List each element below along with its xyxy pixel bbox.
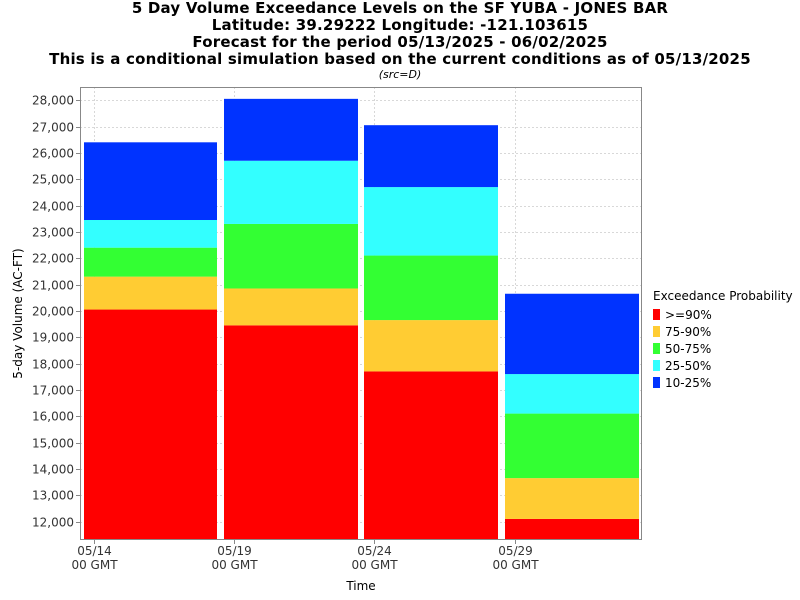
x-tick-date: 05/29	[498, 544, 533, 558]
bar-segments	[84, 98, 639, 540]
y-tick-label: 28,000	[32, 94, 74, 108]
legend-label: 50-75%	[665, 341, 712, 356]
y-tick-label: 18,000	[32, 358, 74, 372]
bar-segment-4-2	[505, 478, 639, 519]
legend-swatch	[653, 377, 660, 388]
bar-segment-1-1	[84, 309, 217, 540]
x-tick-zone: 00 GMT	[211, 558, 258, 572]
legend: Exceedance Probability >=90% 75-90% 50-75%…	[653, 289, 793, 391]
y-tick-label: 21,000	[32, 279, 74, 293]
bar-segment-3-4	[364, 187, 498, 256]
legend-item: 75-90%	[653, 323, 793, 340]
bar-segment-4-3	[505, 413, 639, 479]
legend-items: >=90% 75-90% 50-75% 25-50% 10-25%	[653, 306, 793, 391]
bar-segment-3-2	[364, 320, 498, 372]
y-tick-label: 17,000	[32, 384, 74, 398]
y-tick-label: 16,000	[32, 410, 74, 424]
bar-segment-4-1	[505, 518, 639, 540]
legend-swatch	[653, 309, 660, 320]
legend-swatch	[653, 343, 660, 354]
bar-segment-2-5	[224, 98, 358, 161]
legend-swatch	[653, 326, 660, 337]
bar-segment-3-5	[364, 125, 498, 188]
chart-titles: 5 Day Volume Exceedance Levels on the SF…	[0, 0, 800, 82]
bar-segment-4-4	[505, 374, 639, 414]
plot-frame	[80, 87, 642, 540]
legend-item: 25-50%	[653, 357, 793, 374]
x-tick-zone: 00 GMT	[492, 558, 539, 572]
bar-segment-2-1	[224, 325, 358, 540]
y-tick-label: 13,000	[32, 489, 74, 503]
legend-label: 25-50%	[665, 358, 712, 373]
bar-segment-3-1	[364, 371, 498, 540]
chart-title: 5 Day Volume Exceedance Levels on the SF…	[131, 0, 669, 17]
y-tick-label: 19,000	[32, 331, 74, 345]
bar-segment-1-3	[84, 247, 217, 277]
legend-item: 50-75%	[653, 340, 793, 357]
y-tick-label: 23,000	[32, 226, 74, 240]
legend-label: 75-90%	[665, 324, 712, 339]
y-axis-ticks: 12,000 13,000 14,000 15,000 16,000 17,000 18,0…	[32, 94, 80, 530]
bar-segment-4-5	[505, 293, 639, 375]
bar-segment-1-2	[84, 276, 217, 310]
legend-item: >=90%	[653, 306, 793, 323]
bar-segment-1-4	[84, 220, 217, 248]
chart-subtitle-location: Latitude: 39.29222 Longitude: -121.10361…	[211, 16, 589, 34]
chart-subtitle-conditions: This is a conditional simulation based o…	[49, 50, 751, 68]
legend-title: Exceedance Probability	[653, 289, 793, 303]
x-axis-title: Time	[345, 579, 375, 593]
x-tick-date: 05/24	[357, 544, 392, 558]
y-tick-label: 22,000	[32, 252, 74, 266]
bar-segment-2-3	[224, 223, 358, 289]
bar-segment-2-2	[224, 288, 358, 326]
bar-segment-2-4	[224, 160, 358, 224]
y-tick-label: 20,000	[32, 305, 74, 319]
y-tick-label: 25,000	[32, 173, 74, 187]
y-tick-label: 14,000	[32, 463, 74, 477]
y-tick-label: 15,000	[32, 437, 74, 451]
x-tick-date: 05/19	[217, 544, 252, 558]
bar-segment-3-3	[364, 255, 498, 321]
x-tick-date: 05/14	[77, 544, 112, 558]
y-tick-label: 26,000	[32, 147, 74, 161]
y-tick-label: 27,000	[32, 121, 74, 135]
legend-label: 10-25%	[665, 375, 712, 390]
x-tick-zone: 00 GMT	[351, 558, 398, 572]
legend-swatch	[653, 360, 660, 371]
y-tick-label: 12,000	[32, 516, 74, 530]
y-tick-label: 24,000	[32, 200, 74, 214]
x-tick-zone: 00 GMT	[71, 558, 118, 572]
legend-label: >=90%	[665, 307, 712, 322]
legend-item: 10-25%	[653, 374, 793, 391]
bar-segment-1-5	[84, 142, 217, 221]
chart-subtitle-period: Forecast for the period 05/13/2025 - 06/…	[192, 33, 608, 51]
source-note: (src=D)	[378, 68, 422, 81]
y-axis-title: 5-day Volume (AC-FT)	[11, 248, 25, 378]
